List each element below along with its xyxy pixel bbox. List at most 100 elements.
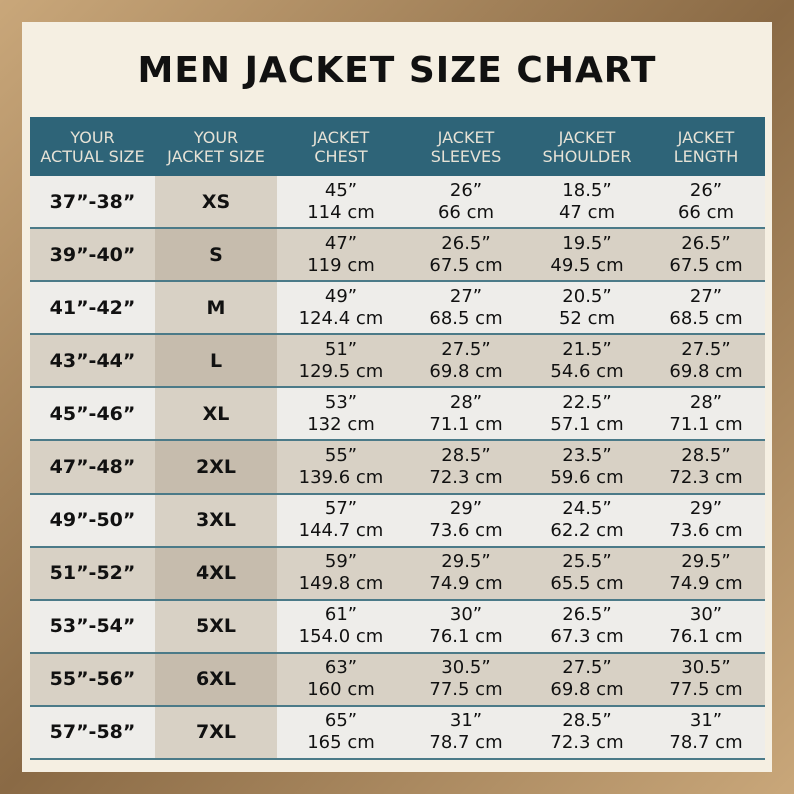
measure-text: 45” xyxy=(324,179,358,201)
measure-text: 129.5 cm xyxy=(298,360,384,382)
table-cell: 27.5” 69.8 cm xyxy=(405,335,527,389)
table-cell: 61” 154.0 cm xyxy=(277,600,405,654)
header-cell: JACKET LENGTH xyxy=(647,117,765,176)
measure-text: 62.2 cm xyxy=(550,520,624,542)
table-cell: 59” 149.8 cm xyxy=(277,547,405,601)
table-cell: 27” 68.5 cm xyxy=(405,282,527,336)
table-cell: XS xyxy=(155,176,277,230)
measure-text: 27.5” xyxy=(562,657,612,679)
table-cell: 30.5” 77.5 cm xyxy=(647,653,765,707)
measure-text: 63” xyxy=(324,657,358,679)
measure-text: 66 cm xyxy=(677,201,735,223)
table-cell: 29.5” 74.9 cm xyxy=(647,547,765,601)
measure-text: 59” xyxy=(324,551,358,573)
table-cell: 3XL xyxy=(155,494,277,548)
measure-text: 30” xyxy=(689,604,723,626)
measure-text: 71.1 cm xyxy=(669,413,743,435)
actual-size: 53”-54” xyxy=(49,615,136,638)
jacket-size: 6XL xyxy=(196,668,236,691)
measure-text: 21.5” xyxy=(562,338,612,360)
measure-text: 31” xyxy=(689,710,723,732)
measure-text: 29” xyxy=(449,498,483,520)
header-text: JACKET xyxy=(437,127,495,147)
table-cell: 19.5” 49.5 cm xyxy=(527,229,647,283)
measure-text: 27” xyxy=(449,285,483,307)
actual-size: 49”-50” xyxy=(49,509,136,532)
measure-text: 30” xyxy=(449,604,483,626)
table-cell: 30” 76.1 cm xyxy=(405,600,527,654)
measure-text: 25.5” xyxy=(562,551,612,573)
table-cell: 29” 73.6 cm xyxy=(647,494,765,548)
table-cell: 28.5” 72.3 cm xyxy=(647,441,765,495)
header-text: ACTUAL SIZE xyxy=(40,146,145,166)
header-cell: JACKET SHOULDER xyxy=(527,117,647,176)
measure-text: 119 cm xyxy=(307,254,375,276)
table-cell: 63” 160 cm xyxy=(277,653,405,707)
measure-text: 30.5” xyxy=(681,657,731,679)
measure-text: 78.7 cm xyxy=(429,732,503,754)
actual-size: 57”-58” xyxy=(49,721,136,744)
measure-text: 29” xyxy=(689,498,723,520)
measure-text: 59.6 cm xyxy=(550,466,624,488)
measure-text: 114 cm xyxy=(307,201,375,223)
measure-text: 26.5” xyxy=(441,232,491,254)
table-cell: 22.5” 57.1 cm xyxy=(527,388,647,442)
measure-text: 67.3 cm xyxy=(550,626,624,648)
table-cell: 29” 73.6 cm xyxy=(405,494,527,548)
actual-size: 43”-44” xyxy=(49,349,136,372)
table-cell: 27.5” 69.8 cm xyxy=(647,335,765,389)
measure-text: 30.5” xyxy=(441,657,491,679)
measure-text: 65.5 cm xyxy=(550,573,624,595)
table-cell: 29.5” 74.9 cm xyxy=(405,547,527,601)
table-cell: 21.5” 54.6 cm xyxy=(527,335,647,389)
table-cell: L xyxy=(155,335,277,389)
table-cell: 26.5” 67.5 cm xyxy=(405,229,527,283)
table-cell: 55” 139.6 cm xyxy=(277,441,405,495)
measure-text: 61” xyxy=(324,604,358,626)
header-text: SLEEVES xyxy=(430,146,502,166)
header-text: SHOULDER xyxy=(542,146,632,166)
measure-text: 47 cm xyxy=(558,201,616,223)
table-cell: 53” 132 cm xyxy=(277,388,405,442)
jacket-size: L xyxy=(209,349,223,372)
table-cell: 45”-46” xyxy=(30,388,155,442)
measure-text: 165 cm xyxy=(307,732,375,754)
measure-text: 55” xyxy=(324,444,358,466)
table-cell: 24.5” 62.2 cm xyxy=(527,494,647,548)
table-cell: 41”-42” xyxy=(30,282,155,336)
table-cell: 26.5” 67.3 cm xyxy=(527,600,647,654)
measure-text: 160 cm xyxy=(307,679,375,701)
measure-text: 67.5 cm xyxy=(429,254,503,276)
header-text: YOUR xyxy=(193,127,239,147)
jacket-size: S xyxy=(209,243,223,266)
header-text: JACKET xyxy=(558,127,616,147)
actual-size: 37”-38” xyxy=(49,190,136,213)
jacket-size: 4XL xyxy=(196,562,236,585)
measure-text: 53” xyxy=(324,391,358,413)
measure-text: 52 cm xyxy=(558,307,616,329)
actual-size: 55”-56” xyxy=(49,668,136,691)
header-cell: JACKET CHEST xyxy=(277,117,405,176)
measure-text: 26.5” xyxy=(681,232,731,254)
measure-text: 26.5” xyxy=(562,604,612,626)
header-cell: JACKET SLEEVES xyxy=(405,117,527,176)
actual-size: 51”-52” xyxy=(49,562,136,585)
table-cell: 26” 66 cm xyxy=(405,176,527,230)
table-cell: 23.5” 59.6 cm xyxy=(527,441,647,495)
measure-text: 144.7 cm xyxy=(298,520,384,542)
table-cell: 28.5” 72.3 cm xyxy=(405,441,527,495)
table-cell: 5XL xyxy=(155,600,277,654)
measure-text: 29.5” xyxy=(441,551,491,573)
measure-text: 29.5” xyxy=(681,551,731,573)
measure-text: 54.6 cm xyxy=(550,360,624,382)
measure-text: 72.3 cm xyxy=(550,732,624,754)
header-text: JACKET xyxy=(677,127,735,147)
table-cell: 57” 144.7 cm xyxy=(277,494,405,548)
measure-text: 49” xyxy=(324,285,358,307)
table-cell: 18.5” 47 cm xyxy=(527,176,647,230)
jacket-size: XS xyxy=(201,190,231,213)
header-text: JACKET xyxy=(312,127,370,147)
measure-text: 72.3 cm xyxy=(669,466,743,488)
measure-text: 24.5” xyxy=(562,498,612,520)
measure-text: 69.8 cm xyxy=(550,679,624,701)
